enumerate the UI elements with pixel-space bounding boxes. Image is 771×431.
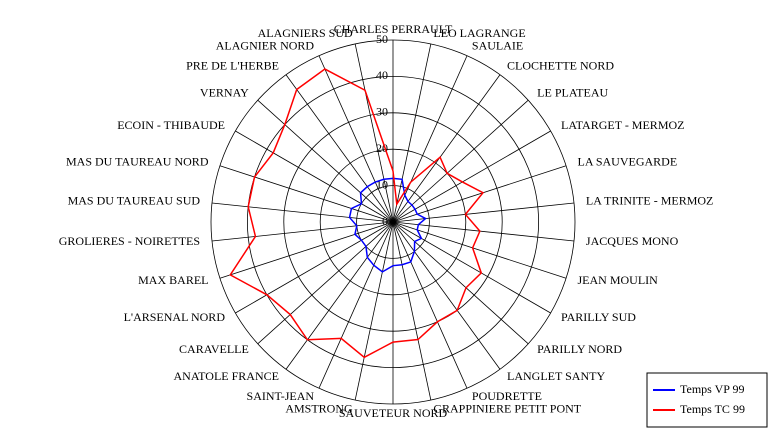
category-label: LA SAUVEGARDE [578, 154, 678, 168]
spoke [392, 221, 529, 345]
spoke [285, 74, 394, 223]
category-label: JEAN MOULIN [578, 273, 659, 287]
spoke [354, 43, 394, 223]
spoke [392, 43, 432, 223]
category-label: L'ARSENAL NORD [124, 310, 226, 324]
spoke [392, 130, 551, 223]
category-label: POUDRETTE [472, 389, 542, 403]
spoke [211, 202, 394, 223]
spoke [392, 221, 567, 279]
spoke [392, 55, 468, 223]
legend-box [646, 372, 768, 428]
category-label: PRE DE L'HERBE [186, 58, 279, 72]
r-tick-label: 40 [376, 68, 388, 82]
category-label: AMSTRONG [285, 402, 353, 416]
legend-label: Temps TC 99 [680, 402, 745, 416]
spoke [392, 165, 567, 223]
series-line [348, 177, 427, 273]
category-label: GRAPPINIERE PETIT PONT [433, 402, 581, 416]
spoke [257, 221, 394, 345]
category-label: ANATOLE FRANCE [174, 369, 279, 383]
spoke [318, 55, 394, 223]
category-label: JACQUES MONO [586, 234, 679, 248]
category-label: LATARGET - MERMOZ [561, 118, 684, 132]
spoke [285, 221, 394, 370]
category-label: SAINT-JEAN [247, 389, 315, 403]
category-label: MAS DU TAUREAU SUD [68, 194, 201, 208]
r-tick-label: 30 [376, 105, 388, 119]
r-tick-label: 0 [382, 214, 388, 228]
category-label: PARILLY NORD [537, 342, 622, 356]
spoke [219, 165, 394, 223]
spoke [257, 99, 394, 223]
spoke [392, 202, 575, 223]
category-label: LA TRINITE - MERMOZ [586, 194, 713, 208]
category-label: LANGLET SANTY [507, 369, 605, 383]
category-label: SAULAIE [472, 38, 523, 52]
category-label: PARILLY SUD [561, 310, 636, 324]
legend: Temps VP 99 Temps TC 99 [646, 372, 768, 428]
category-label: MAX BAREL [138, 273, 208, 287]
spoke [392, 221, 432, 401]
spoke [235, 221, 394, 314]
series-line [229, 68, 485, 359]
spoke [392, 74, 501, 223]
category-label: ALAGNIERS SUD [258, 26, 353, 40]
legend-label: Temps VP 99 [680, 382, 745, 396]
spoke [392, 99, 529, 223]
category-label: CHARLES PERRAULT [334, 22, 453, 36]
spoke [235, 130, 394, 223]
category-label: CLOCHETTE NORD [507, 58, 614, 72]
spoke [392, 221, 551, 314]
r-tick-label: 50 [376, 32, 388, 46]
category-label: GROLIERES - NOIRETTES [59, 234, 200, 248]
spoke [219, 221, 394, 279]
category-label: ECOIN - THIBAUDE [117, 118, 225, 132]
category-label: LEO LAGRANGE [433, 26, 525, 40]
category-label: MAS DU TAUREAU NORD [66, 154, 209, 168]
spoke [392, 221, 575, 242]
category-label: ALAGNIER NORD [216, 38, 315, 52]
category-label: CARAVELLE [179, 342, 249, 356]
spoke [318, 221, 394, 389]
spoke [392, 221, 501, 370]
category-label: LE PLATEAU [537, 85, 608, 99]
spoke [354, 221, 394, 401]
spoke [392, 221, 468, 389]
category-label: SAUVETEUR NORD [339, 406, 448, 420]
r-tick-label: 20 [376, 141, 388, 155]
category-label: VERNAY [200, 85, 249, 99]
spoke [211, 221, 394, 242]
